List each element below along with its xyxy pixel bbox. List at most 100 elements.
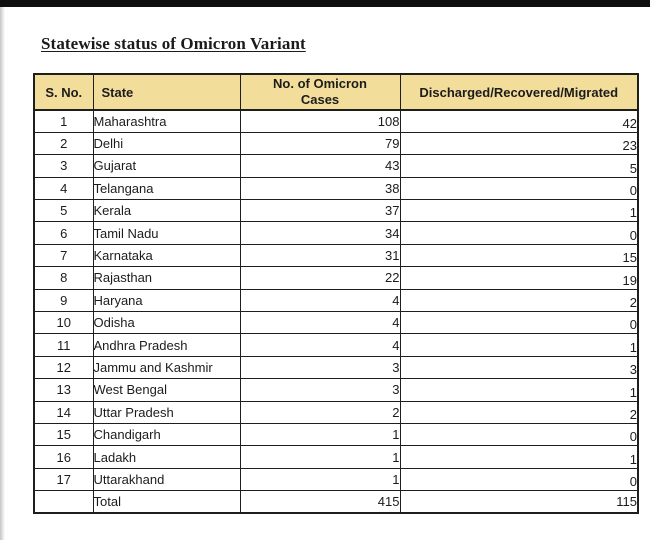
cell-discharged: 1 [399,199,639,223]
cell-discharged: 5 [399,154,639,178]
table-row: 14 Uttar Pradesh 2 2 [33,400,639,424]
header-discharged: Discharged/Recovered/Migrated [399,73,639,111]
table-row: 7 Karnataka 31 15 [33,243,639,268]
total-row: Total 415 115 [33,490,639,514]
page-title: Statewise status of Omicron Variant [41,34,306,53]
cell-discharged: 1 [399,333,639,357]
total-label: Total [92,490,241,514]
table-row: 11 Andhra Pradesh 4 1 [33,333,639,357]
cell-sno: 1 [33,109,94,133]
cell-discharged: 23 [399,131,639,156]
cell-discharged: 42 [399,109,639,133]
cell-sno: 10 [33,311,94,335]
cell-sno: 3 [33,154,94,178]
cell-cases: 1 [239,422,401,447]
cell-state: Chandigarh [92,422,241,447]
cell-cases: 1 [239,467,401,492]
header-row: S. No. State No. of Omicron Cases Discha… [33,73,639,111]
cell-state: Delhi [92,131,241,156]
total-empty-cell [33,490,94,514]
cell-cases: 108 [239,109,401,133]
header-state: State [92,73,241,111]
cell-cases: 4 [239,333,401,357]
cell-cases: 3 [239,355,401,380]
cell-sno: 4 [33,176,94,201]
table-row: 10 Odisha 4 0 [33,311,639,335]
cell-discharged: 0 [399,467,639,492]
cell-discharged: 15 [399,243,639,268]
cell-sno: 2 [33,131,94,156]
cell-state: Uttar Pradesh [92,400,241,424]
header-sno: S. No. [33,73,94,111]
table-row: 15 Chandigarh 1 0 [33,422,639,447]
cell-cases: 4 [239,311,401,335]
cell-discharged: 0 [399,422,639,447]
cell-state: Telangana [92,176,241,201]
cell-discharged: 2 [399,288,639,313]
cell-sno: 15 [33,422,94,447]
cell-sno: 13 [33,378,94,402]
cell-discharged: 2 [399,400,639,424]
cell-sno: 8 [33,266,94,290]
cell-cases: 43 [239,154,401,178]
cell-sno: 5 [33,199,94,223]
total-discharged: 115 [399,490,639,514]
table-row: 2 Delhi 79 23 [33,131,639,156]
cell-state: Rajasthan [92,266,241,290]
cell-state: West Bengal [92,378,241,402]
cell-discharged: 3 [399,355,639,380]
cell-state: Tamil Nadu [92,221,241,245]
cell-discharged: 1 [399,378,639,402]
cell-cases: 22 [239,266,401,290]
cell-cases: 38 [239,176,401,201]
cell-discharged: 19 [399,266,639,290]
cell-cases: 4 [239,288,401,313]
cell-state: Andhra Pradesh [92,333,241,357]
cell-state: Maharashtra [92,109,241,133]
cell-sno: 9 [33,288,94,313]
table-row: 16 Ladakh 1 1 [33,445,639,469]
top-bar [0,0,650,7]
left-edge-shadow [0,7,5,540]
cell-sno: 12 [33,355,94,380]
cell-state: Kerala [92,199,241,223]
cell-cases: 31 [239,243,401,268]
header-cases: No. of Omicron Cases [239,73,401,111]
cell-state: Ladakh [92,445,241,469]
cell-discharged: 0 [399,311,639,335]
cell-cases: 3 [239,378,401,402]
total-cases: 415 [239,490,401,514]
table-row: 13 West Bengal 3 1 [33,378,639,402]
table-row: 8 Rajasthan 22 19 [33,266,639,290]
cell-cases: 2 [239,400,401,424]
cell-sno: 16 [33,445,94,469]
table-row: 1 Maharashtra 108 42 [33,109,639,133]
cell-sno: 14 [33,400,94,424]
cell-sno: 17 [33,467,94,492]
cell-cases: 37 [239,199,401,223]
cell-cases: 1 [239,445,401,469]
table-row: 4 Telangana 38 0 [33,176,639,201]
table-row: 6 Tamil Nadu 34 0 [33,221,639,245]
cell-discharged: 0 [399,176,639,201]
cell-discharged: 1 [399,445,639,469]
table-row: 9 Haryana 4 2 [33,288,639,313]
cell-discharged: 0 [399,221,639,245]
cell-state: Gujarat [92,154,241,178]
table-row: 12 Jammu and Kashmir 3 3 [33,355,639,380]
cell-state: Haryana [92,288,241,313]
table-row: 3 Gujarat 43 5 [33,154,639,178]
table-row: 17 Uttarakhand 1 0 [33,467,639,492]
omicron-table: S. No. State No. of Omicron Cases Discha… [33,73,639,515]
cell-state: Odisha [92,311,241,335]
cell-cases: 79 [239,131,401,156]
cell-cases: 34 [239,221,401,245]
cell-state: Karnataka [92,243,241,268]
table-row: 5 Kerala 37 1 [33,199,639,223]
cell-state: Uttarakhand [92,467,241,492]
cell-sno: 7 [33,243,94,268]
cell-state: Jammu and Kashmir [92,355,241,380]
cell-sno: 11 [33,333,94,357]
cell-sno: 6 [33,221,94,245]
